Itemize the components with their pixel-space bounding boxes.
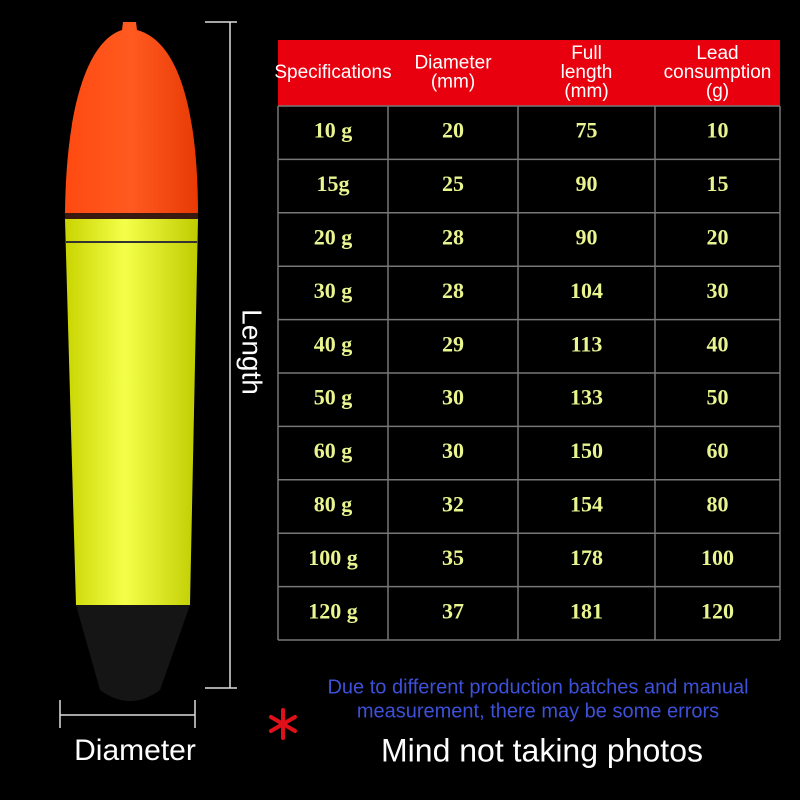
note-line: Due to different production batches and … <box>327 676 748 698</box>
float <box>65 22 198 701</box>
caption: Mind not taking photos <box>381 732 703 768</box>
table-cell: 10 <box>707 118 729 143</box>
table-cell: 30 <box>442 385 464 410</box>
table-cell: 75 <box>576 118 598 143</box>
table-cell: 20 <box>707 225 729 250</box>
note-line: measurement, there may be some errors <box>357 700 719 722</box>
diameter-gauge <box>59 700 196 728</box>
table-cell: 60 g <box>314 438 353 463</box>
table-cell: 80 g <box>314 492 353 517</box>
table-cell: 32 <box>442 492 464 517</box>
table-cell: 133 <box>570 385 603 410</box>
table-cell: 181 <box>570 598 603 623</box>
table-cell: 50 g <box>314 385 353 410</box>
table-cell: 40 <box>707 331 729 356</box>
header-cell: Diameter <box>414 53 492 74</box>
header-cell: (mm) <box>431 72 475 93</box>
table-cell: 30 g <box>314 278 353 303</box>
table-cell: 25 <box>442 171 464 196</box>
table-cell: 28 <box>442 278 464 303</box>
table-cell: 104 <box>570 278 603 303</box>
table-cell: 37 <box>442 598 464 623</box>
table-cell: 30 <box>707 278 729 303</box>
table-cell: 178 <box>570 545 603 570</box>
table-cell: 90 <box>576 171 598 196</box>
table-cell: 29 <box>442 331 464 356</box>
header-background <box>278 40 780 106</box>
table-cell: 15 <box>707 171 729 196</box>
spec-table: Specifications Diameter(mm)Fulllength(mm)… <box>274 40 781 641</box>
table-cell: 50 <box>707 385 729 410</box>
table-cell: 60 <box>707 438 729 463</box>
header-cell: Full <box>571 43 602 64</box>
table-cell: 154 <box>570 492 603 517</box>
table-cell: 80 <box>707 492 729 517</box>
header-cell: (mm) <box>564 81 608 102</box>
table-cell: 35 <box>442 545 464 570</box>
note: Due to different production batches and … <box>327 676 748 722</box>
length-gauge <box>205 21 237 689</box>
table-cell: 120 g <box>308 598 358 623</box>
header-cell: (g) <box>706 81 729 102</box>
table-cell: 10 g <box>314 118 353 143</box>
table-cell: 20 <box>442 118 464 143</box>
table-cell: 150 <box>570 438 603 463</box>
header-cell: Lead <box>696 43 738 64</box>
table-cell: 30 <box>442 438 464 463</box>
table-cell: 100 g <box>308 545 358 570</box>
table-cell: 113 <box>571 331 603 356</box>
header-cell: Specifications <box>274 62 391 83</box>
asterisk <box>269 708 297 740</box>
length-label: Length <box>237 309 268 395</box>
table-cell: 120 <box>701 598 734 623</box>
diameter-label: Diameter <box>74 734 196 767</box>
table-cell: 90 <box>576 225 598 250</box>
header-cell: consumption <box>664 62 772 83</box>
table-cell: 20 g <box>314 225 353 250</box>
table-cell: 100 <box>701 545 734 570</box>
table-cell: 15g <box>317 171 350 196</box>
header-cell: length <box>561 62 613 83</box>
table-cell: 28 <box>442 225 464 250</box>
table-cell: 40 g <box>314 331 353 356</box>
